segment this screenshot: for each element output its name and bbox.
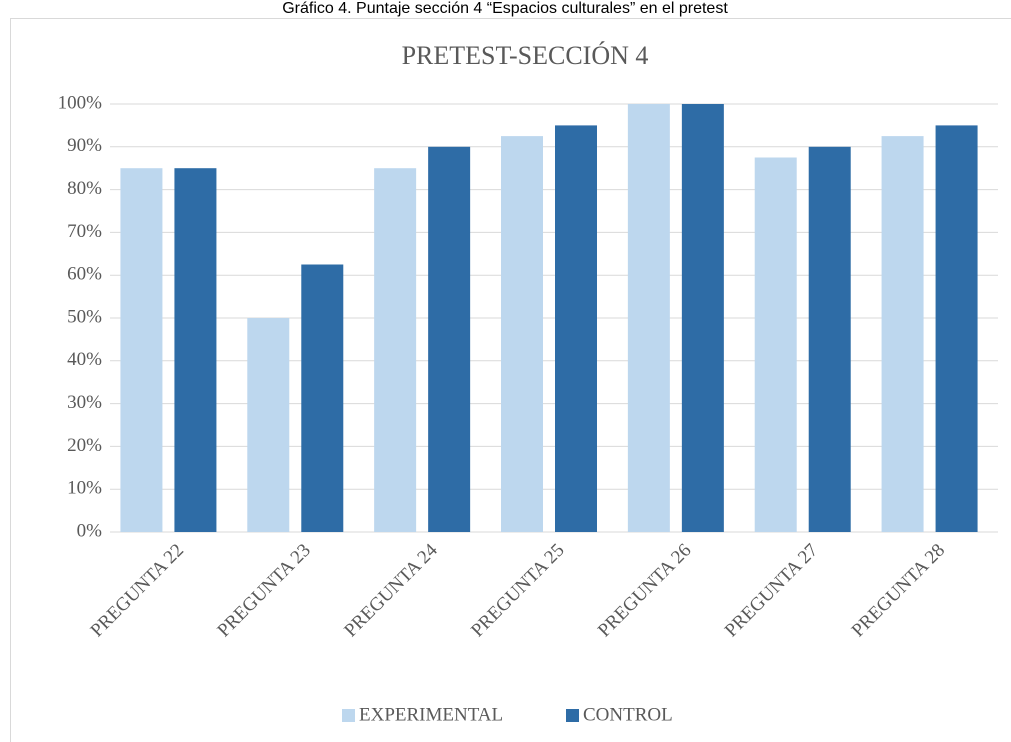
y-tick-label: 90% [67,135,102,156]
legend-label: CONTROL [583,704,673,725]
y-tick-label: 0% [77,520,103,541]
bar [627,104,670,532]
bar [935,125,978,533]
bar [808,146,851,533]
y-tick-label: 50% [67,306,102,327]
y-tick-label: 30% [67,392,102,413]
legend-swatch [342,709,355,722]
bar [247,318,290,532]
bar [881,136,924,532]
y-tick-label: 40% [67,349,102,370]
bar [754,157,797,532]
bar [428,146,471,533]
legend-label: EXPERIMENTAL [359,704,503,725]
y-tick-label: 80% [67,178,102,199]
y-tick-label: 100% [58,92,103,113]
bar [501,136,543,532]
bar [120,168,163,532]
bar [174,168,217,532]
bar [681,104,724,532]
caption: Gráfico 4. Puntaje sección 4 “Espacios c… [282,0,728,17]
y-tick-label: 10% [67,478,102,499]
bar [555,125,597,533]
y-tick-label: 70% [67,221,102,242]
chart-title: PRETEST-SECCIÓN 4 [402,41,649,70]
legend-swatch [566,709,579,722]
y-tick-label: 60% [67,264,102,285]
bar [374,168,417,532]
bar [301,264,344,532]
y-tick-label: 20% [67,435,102,456]
